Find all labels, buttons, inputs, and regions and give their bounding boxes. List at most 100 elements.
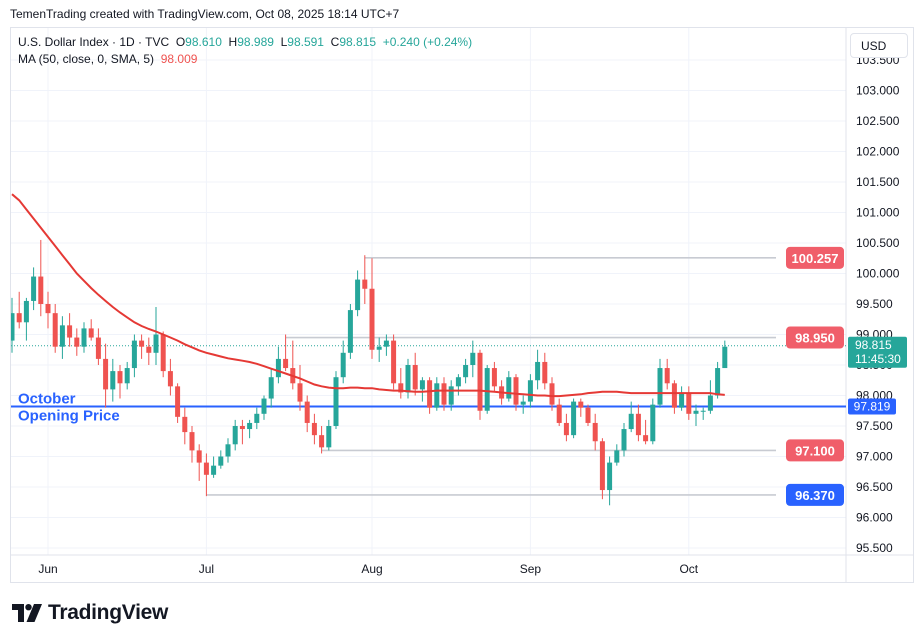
candle xyxy=(693,404,699,426)
candle-body xyxy=(167,371,173,387)
candle-body xyxy=(247,422,253,430)
candle xyxy=(16,291,22,329)
legend-low-value: 98.591 xyxy=(287,35,324,49)
candle-body xyxy=(441,383,447,405)
candle xyxy=(376,337,382,362)
candle xyxy=(74,328,80,356)
candle-body xyxy=(671,383,677,408)
candle-body xyxy=(412,365,418,390)
candle-body xyxy=(535,361,541,381)
candle-body xyxy=(448,386,454,405)
candle xyxy=(340,340,346,384)
candle xyxy=(232,419,238,451)
candle-body xyxy=(398,383,404,393)
legend-ohlc: U.S. Dollar Index · 1D · TVC O98.610 H98… xyxy=(18,35,472,49)
candle xyxy=(542,352,548,390)
candle xyxy=(398,368,404,399)
candle-body xyxy=(333,377,339,426)
candle xyxy=(319,426,325,454)
candle xyxy=(664,358,670,390)
candle-body xyxy=(254,413,260,423)
candle-body xyxy=(59,325,65,347)
candle xyxy=(239,419,245,445)
candle xyxy=(203,453,209,497)
candle-body xyxy=(585,407,591,423)
candle xyxy=(139,334,145,359)
candle-body xyxy=(88,328,94,338)
candle-body xyxy=(117,371,123,384)
candle-body xyxy=(520,401,526,405)
candle xyxy=(160,331,166,378)
candle-body xyxy=(484,368,490,411)
time-tick-label-jun: Jun xyxy=(38,562,57,576)
candle-body xyxy=(470,352,476,365)
candle-body xyxy=(542,361,548,384)
candle xyxy=(592,413,598,451)
candle xyxy=(211,456,217,478)
candle xyxy=(347,304,353,359)
legend-open-label: O xyxy=(175,35,186,49)
level-96-370-badge: 96.370 xyxy=(786,483,844,506)
level-100-257-badge-label: 100.257 xyxy=(792,251,839,266)
legend-close-label: C xyxy=(330,35,340,49)
candle-body xyxy=(369,288,375,350)
time-tick-label-sep: Sep xyxy=(520,562,542,576)
candle-body xyxy=(211,465,217,475)
candle xyxy=(707,380,713,414)
price-tick-label: 101.500 xyxy=(856,175,900,189)
candle xyxy=(679,386,685,411)
candle xyxy=(254,407,260,430)
price-tick-label: 95.500 xyxy=(856,541,893,555)
candle xyxy=(671,380,677,414)
candle xyxy=(52,304,58,353)
candle xyxy=(88,319,94,341)
candle-body xyxy=(232,426,238,445)
legend-change: +0.240 (+0.24%) xyxy=(382,35,473,49)
level-100-257-badge-bg xyxy=(786,246,844,269)
price-tick-label: 100.000 xyxy=(856,267,900,281)
level-98-950-badge: 98.950 xyxy=(786,326,844,349)
candle xyxy=(59,316,65,359)
chart-credit: TemenTrading created with TradingView.co… xyxy=(10,7,400,21)
candle xyxy=(412,352,418,396)
candle-body xyxy=(434,383,440,408)
tradingview-logo: TradingView xyxy=(12,600,168,626)
plot-area xyxy=(11,193,846,506)
candle xyxy=(23,297,29,341)
candle-body xyxy=(578,401,584,408)
candle xyxy=(434,377,440,411)
price-tick-label: 102.500 xyxy=(856,114,900,128)
candle-body xyxy=(599,441,605,491)
currency-button[interactable]: USD xyxy=(850,33,908,58)
candle-body xyxy=(297,383,303,402)
level-97-100-badge: 97.100 xyxy=(786,439,844,462)
time-tick-label-jul: Jul xyxy=(199,562,214,576)
candle-body xyxy=(621,429,627,451)
level-97-100-badge-bg xyxy=(786,439,844,462)
candle-body xyxy=(110,371,116,390)
time-tick-label-oct: Oct xyxy=(679,562,698,576)
candle xyxy=(383,334,389,356)
candle xyxy=(124,361,130,390)
candle-body xyxy=(527,380,533,402)
candle xyxy=(599,438,605,500)
candle xyxy=(110,358,116,402)
candle-body xyxy=(722,346,728,369)
candle xyxy=(11,297,15,353)
candle-body xyxy=(124,368,130,384)
candle xyxy=(326,419,332,451)
candle-body xyxy=(196,450,202,463)
candle-body xyxy=(664,368,670,384)
candle xyxy=(477,349,483,420)
candle xyxy=(81,322,87,353)
candle xyxy=(189,426,195,463)
candle-body xyxy=(693,410,699,414)
candle-body xyxy=(95,337,101,359)
candle-body xyxy=(391,340,397,384)
candle xyxy=(362,255,368,304)
level-100-257-badge: 100.257 xyxy=(786,246,844,269)
candle xyxy=(369,258,375,359)
candle xyxy=(607,456,613,506)
candle-body xyxy=(347,310,353,353)
